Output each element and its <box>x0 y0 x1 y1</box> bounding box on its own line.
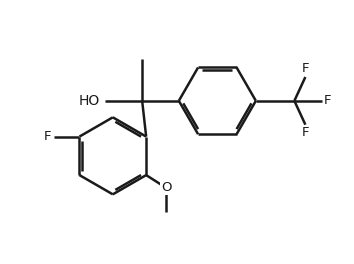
Text: HO: HO <box>79 94 100 108</box>
Text: F: F <box>44 130 51 143</box>
Text: F: F <box>302 62 309 75</box>
Text: O: O <box>161 181 172 194</box>
Text: F: F <box>302 126 309 139</box>
Text: F: F <box>324 94 331 107</box>
